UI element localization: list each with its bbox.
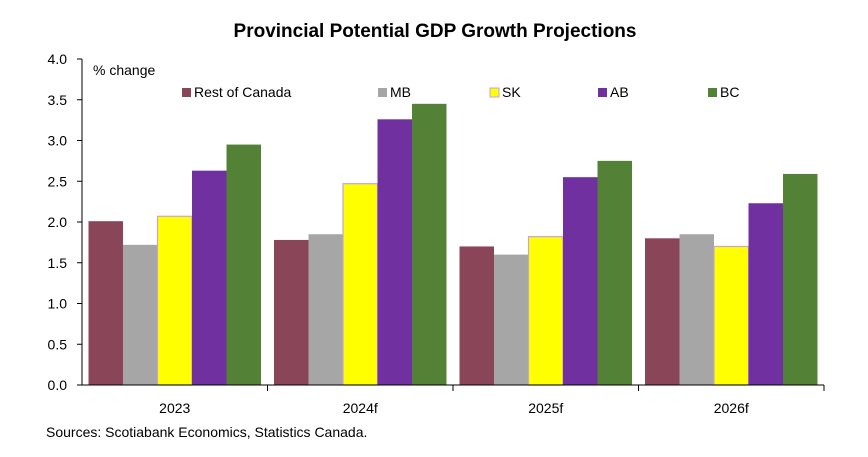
bar: [192, 170, 227, 385]
y-tick-label: 3.0: [48, 133, 68, 149]
bar: [494, 254, 529, 385]
x-tick-label: 2024f: [343, 400, 378, 416]
y-tick-label: 1.0: [48, 296, 68, 312]
legend-label: BC: [720, 84, 739, 100]
x-tick-label: 2026f: [714, 400, 749, 416]
bar: [713, 245, 750, 386]
y-tick-label: 0.0: [48, 377, 68, 393]
bar: [563, 177, 598, 385]
legend-item: AB: [598, 84, 629, 100]
legend-swatch: [378, 88, 387, 97]
bar: [748, 203, 783, 385]
y-axis-label: % change: [93, 62, 155, 78]
bar: [597, 160, 632, 385]
bar: [88, 221, 123, 385]
source-note: Sources: Scotiabank Economics, Statistic…: [46, 424, 367, 440]
legend-swatch: [489, 87, 500, 98]
bar: [459, 246, 494, 385]
bar: [274, 239, 309, 385]
bar: [783, 173, 818, 385]
bar: [645, 238, 680, 385]
bars: [88, 103, 818, 386]
legend-label: AB: [610, 84, 629, 100]
y-tick-label: 1.5: [48, 255, 68, 271]
x-tick-label: 2025f: [528, 400, 563, 416]
y-tick-label: 2.5: [48, 173, 68, 189]
legend-label: Rest of Canada: [194, 84, 291, 100]
bar: [412, 103, 447, 385]
y-tick-label: 2.0: [48, 214, 68, 230]
bar: [123, 244, 158, 385]
bar: [308, 234, 343, 385]
legend-item: MB: [378, 84, 411, 100]
legend-label: SK: [502, 84, 521, 100]
legend-swatch: [598, 88, 607, 97]
legend-item: SK: [489, 84, 521, 100]
legend-item: BC: [708, 84, 739, 100]
bar: [342, 183, 379, 386]
bar: [156, 215, 193, 386]
legend: Rest of Canada MB SK AB BC: [182, 84, 739, 100]
legend-item: Rest of Canada: [182, 84, 291, 100]
bar: [527, 236, 564, 386]
x-tick-label: 2023: [159, 400, 190, 416]
legend-swatch: [182, 88, 191, 97]
legend-swatch: [708, 88, 717, 97]
y-tick-label: 4.0: [48, 51, 68, 67]
y-tick-label: 3.5: [48, 92, 68, 108]
bar: [226, 144, 261, 385]
bar: [679, 234, 714, 385]
y-tick-label: 0.5: [48, 336, 68, 352]
axes: 0.0 0.5 1.0 1.5 2.0 2.5 3.0 3.5 4.0 2023 2024f 2025…: [48, 51, 825, 416]
legend-label: MB: [390, 84, 411, 100]
bar: [377, 119, 412, 385]
chart-title: Provincial Potential GDP Growth Projecti…: [234, 21, 637, 42]
